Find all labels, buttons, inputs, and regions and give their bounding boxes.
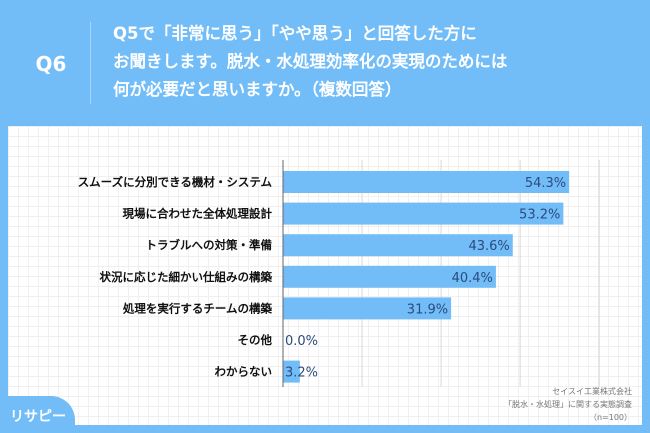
category-label: わからない (215, 365, 273, 379)
category-label: 処理を実行するチームの構築 (122, 301, 273, 315)
divider (90, 22, 91, 104)
category-label: トラブルへの対策・準備 (146, 238, 273, 252)
bar (283, 202, 564, 225)
category-label: 現場に合わせた全体処理設計 (123, 207, 273, 221)
source-note: セイスイ工業株式会社 「脱水・水処理」に関する実態調査 （n=100） (504, 385, 632, 424)
bar (283, 297, 452, 320)
value-label: 31.9% (407, 302, 448, 317)
logo-text: リサピー (10, 409, 66, 425)
sample-size: （n=100） (588, 413, 632, 422)
value-label: 53.2% (519, 208, 560, 223)
question-title: Q5で「非常に思う」「やや思う」と回答した方に お聞きします。脱水・水処理効率化… (113, 24, 508, 99)
logo: リサピー (0, 396, 75, 433)
value-label: 3.2% (285, 366, 318, 381)
value-label: 43.6% (468, 239, 509, 254)
bar (283, 234, 513, 257)
value-label: 0.0% (285, 334, 318, 349)
source-survey: 「脱水・水処理」に関する実態調査 (504, 400, 632, 409)
bar (283, 171, 570, 193)
category-label: スムーズに分別できる機材・システム (78, 175, 273, 189)
category-label: 状況に応じた細かい仕組みの構築 (100, 270, 273, 284)
question-number: Q6 (35, 52, 67, 76)
bar (283, 265, 496, 288)
value-label: 54.3% (525, 176, 566, 191)
value-label: 40.4% (452, 271, 493, 286)
source-company: セイスイ工業株式会社 (552, 387, 632, 396)
bar (283, 360, 300, 383)
category-label: その他 (238, 333, 273, 347)
